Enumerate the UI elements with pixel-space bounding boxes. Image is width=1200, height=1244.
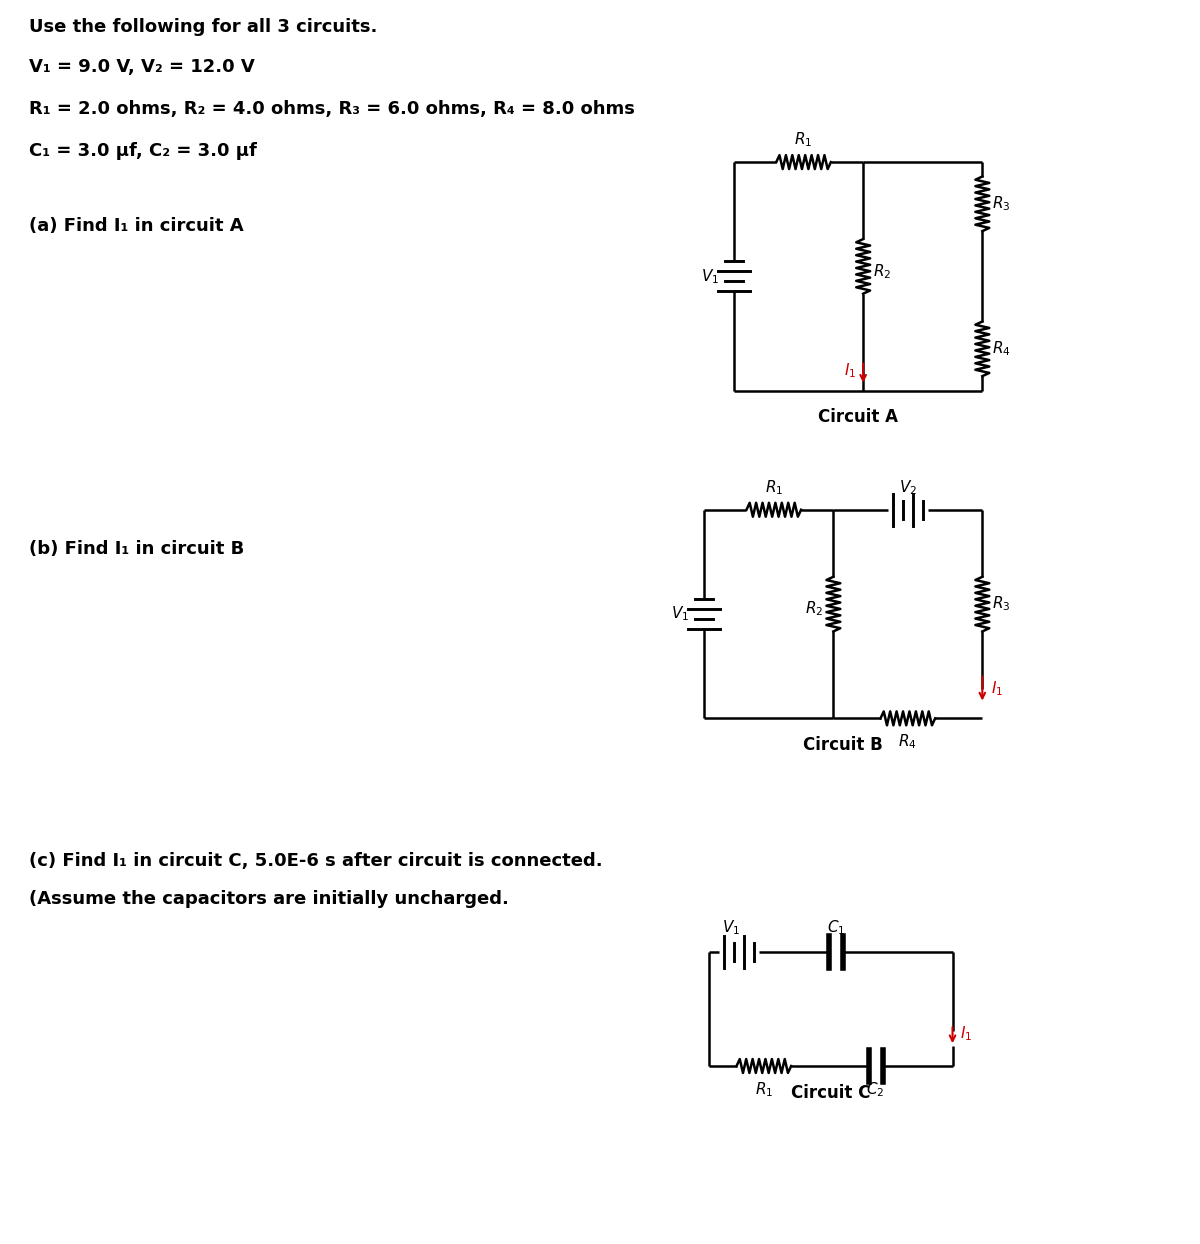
Text: $R_1$: $R_1$ [755,1080,773,1098]
Text: $R_3$: $R_3$ [992,194,1010,213]
Text: $R_1$: $R_1$ [794,131,812,149]
Text: (c) Find I₁ in circuit C, 5.0E-6 s after circuit is connected.: (c) Find I₁ in circuit C, 5.0E-6 s after… [29,852,602,871]
Text: V₁ = 9.0 V, V₂ = 12.0 V: V₁ = 9.0 V, V₂ = 12.0 V [29,57,254,76]
Text: $R_2$: $R_2$ [874,262,892,281]
Text: $C_2$: $C_2$ [866,1080,884,1098]
Text: Use the following for all 3 circuits.: Use the following for all 3 circuits. [29,19,377,36]
Text: $R_4$: $R_4$ [992,340,1010,358]
Text: $I_1$: $I_1$ [991,679,1003,698]
Text: $R_4$: $R_4$ [899,733,917,751]
Text: Circuit B: Circuit B [804,736,883,754]
Text: $V_2$: $V_2$ [899,478,917,496]
Text: (b) Find I₁ in circuit B: (b) Find I₁ in circuit B [29,540,245,557]
Text: $V_1$: $V_1$ [722,918,740,937]
Text: $I_1$: $I_1$ [960,1024,973,1042]
Text: $V_1$: $V_1$ [701,267,719,286]
Text: $R_1$: $R_1$ [764,478,782,496]
Text: Circuit A: Circuit A [818,408,898,427]
Text: $C_1$: $C_1$ [827,918,845,937]
Text: (Assume the capacitors are initially uncharged.: (Assume the capacitors are initially unc… [29,891,509,908]
Text: R₁ = 2.0 ohms, R₂ = 4.0 ohms, R₃ = 6.0 ohms, R₄ = 8.0 ohms: R₁ = 2.0 ohms, R₂ = 4.0 ohms, R₃ = 6.0 o… [29,100,635,117]
Text: $V_1$: $V_1$ [671,605,689,623]
Text: (a) Find I₁ in circuit A: (a) Find I₁ in circuit A [29,216,244,235]
Text: $R_3$: $R_3$ [992,595,1010,613]
Text: Circuit C: Circuit C [791,1084,870,1102]
Text: $R_2$: $R_2$ [805,600,823,618]
Text: $I_1$: $I_1$ [844,361,857,379]
Text: C₁ = 3.0 μf, C₂ = 3.0 μf: C₁ = 3.0 μf, C₂ = 3.0 μf [29,142,257,160]
